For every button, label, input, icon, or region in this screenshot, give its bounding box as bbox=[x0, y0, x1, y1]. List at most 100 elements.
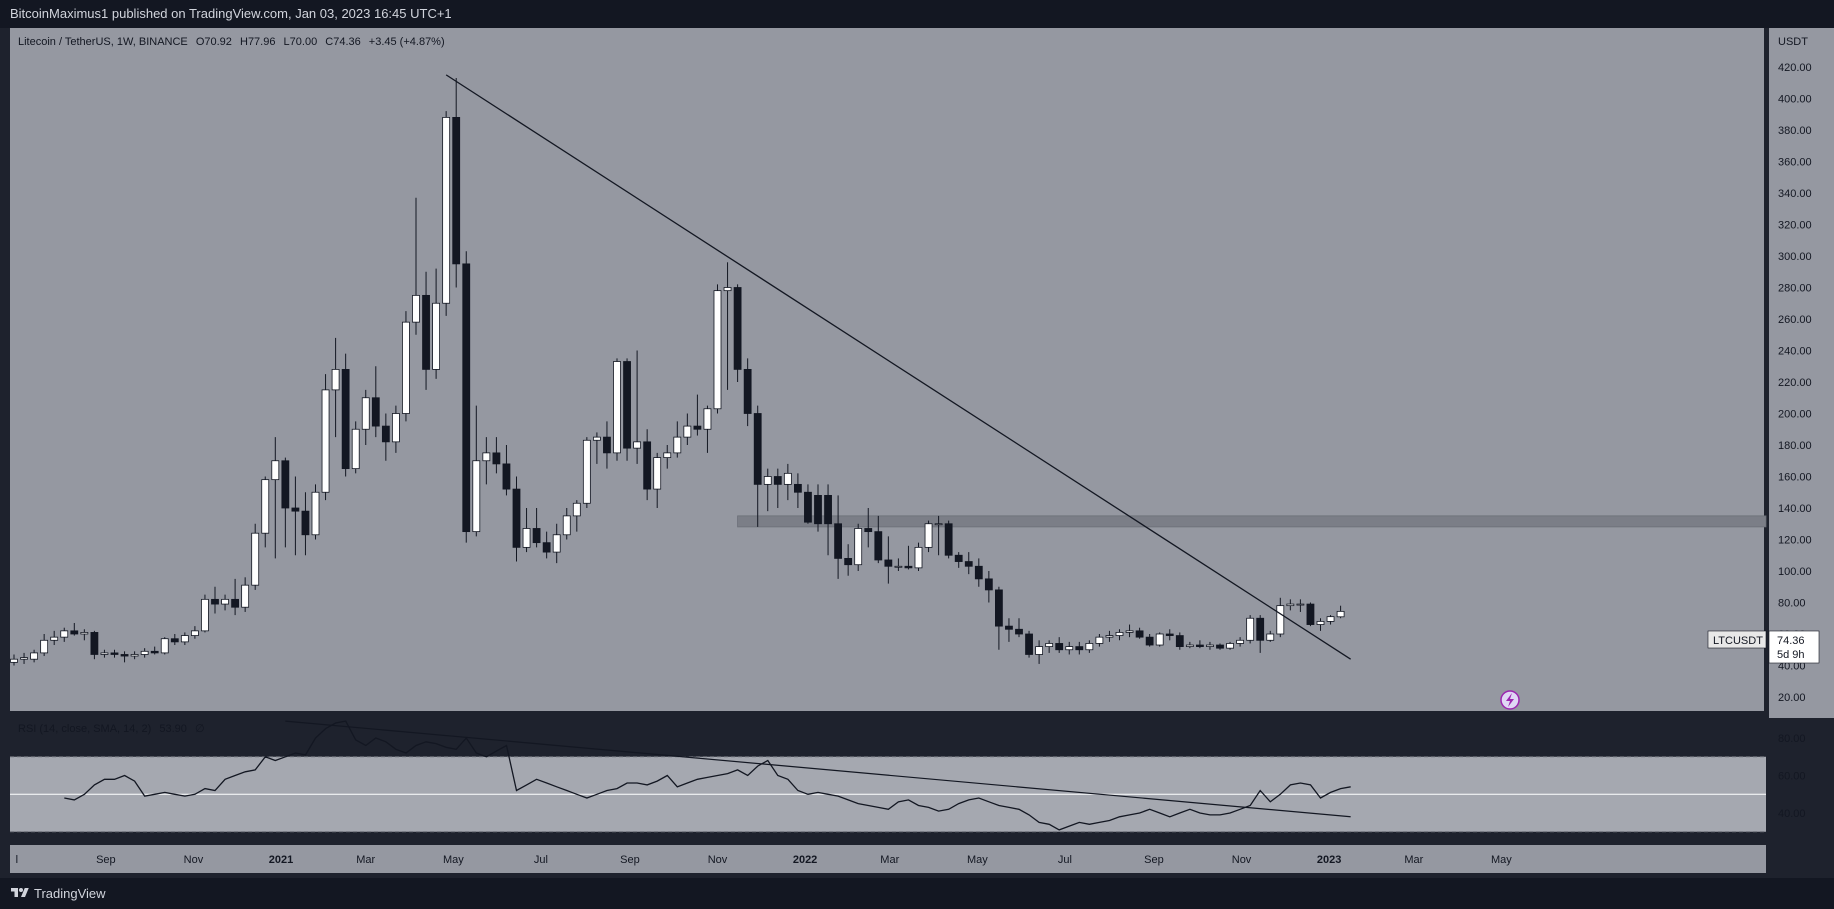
price-axis-bg[interactable] bbox=[1769, 28, 1834, 718]
candle-body-up bbox=[683, 425, 692, 438]
candle-body-up bbox=[130, 654, 139, 657]
candle-body-up bbox=[1226, 643, 1234, 649]
tradingview-logo-icon[interactable] bbox=[10, 886, 30, 900]
candle bbox=[582, 437, 591, 508]
candle bbox=[964, 552, 973, 575]
candle-body-up bbox=[442, 117, 451, 304]
candle-body-up bbox=[914, 546, 923, 569]
price-trendline[interactable] bbox=[445, 74, 1352, 660]
candle bbox=[1085, 640, 1094, 653]
rsi-trendline[interactable] bbox=[285, 720, 1351, 818]
candle-body-down bbox=[371, 397, 380, 427]
time-tick-label: Nov bbox=[708, 854, 728, 866]
rsi-value: 53.90 bbox=[159, 723, 187, 735]
candle-body-up bbox=[391, 413, 400, 443]
footer-brand[interactable]: TradingView bbox=[34, 886, 106, 901]
candle bbox=[532, 508, 541, 548]
candle-body-down bbox=[70, 630, 79, 635]
candle-body-up bbox=[1246, 617, 1255, 641]
candle bbox=[1155, 632, 1164, 647]
candle bbox=[170, 634, 179, 646]
resistance-zone[interactable] bbox=[737, 515, 1767, 528]
candle bbox=[1135, 627, 1144, 639]
candle bbox=[120, 651, 129, 663]
candle bbox=[693, 394, 702, 436]
price-tick-label: 360.00 bbox=[1778, 157, 1812, 169]
candle-body-up bbox=[1276, 605, 1285, 635]
publish-header: BitcoinMaximus1 published on TradingView… bbox=[0, 0, 1834, 28]
candle bbox=[1105, 630, 1114, 642]
candle bbox=[1115, 629, 1124, 641]
price-axis-unit: USDT bbox=[1778, 36, 1808, 48]
time-tick-label: l bbox=[16, 854, 18, 866]
candle-body-up bbox=[593, 436, 601, 441]
rsi-layer bbox=[10, 720, 1766, 833]
candle-body-up bbox=[934, 523, 943, 526]
candle bbox=[1276, 597, 1285, 638]
publish-info: BitcoinMaximus1 published on TradingView… bbox=[10, 6, 452, 21]
candle-body-down bbox=[231, 598, 240, 608]
candle bbox=[834, 495, 842, 579]
price-axis-ticks: 20.0040.0060.0080.00100.00120.00140.0016… bbox=[1778, 62, 1812, 704]
candle bbox=[984, 571, 993, 603]
candle-body-up bbox=[1206, 644, 1214, 648]
time-tick-label: May bbox=[443, 854, 464, 866]
candle bbox=[1326, 615, 1335, 625]
candle-body-down bbox=[1306, 603, 1315, 625]
candle bbox=[1175, 632, 1184, 650]
candle bbox=[190, 626, 199, 639]
candle-body-down bbox=[773, 476, 782, 485]
trendline-layer[interactable] bbox=[445, 74, 1352, 660]
candle bbox=[251, 523, 260, 590]
candle bbox=[542, 531, 551, 559]
candle-body-up bbox=[60, 630, 69, 638]
candle-body-down bbox=[1216, 644, 1224, 649]
candle bbox=[391, 405, 400, 453]
candle-body-up bbox=[241, 584, 250, 608]
candle-body-up bbox=[10, 658, 18, 663]
candle-body-up bbox=[1266, 633, 1275, 641]
candle bbox=[773, 468, 782, 508]
candle-body-down bbox=[884, 559, 893, 567]
candle bbox=[10, 654, 18, 666]
candle-body-up bbox=[562, 515, 571, 536]
legend-l-value: 70.00 bbox=[290, 36, 318, 48]
chart-area[interactable]: 20.00 40.00 60.00 80.00 100.00 120.00 140.00 16… bbox=[0, 28, 1834, 878]
legend-h-label: H bbox=[240, 36, 248, 48]
candle-body-up bbox=[40, 639, 49, 654]
candle-body-up bbox=[763, 476, 772, 485]
candle bbox=[944, 520, 953, 559]
time-axis-bg[interactable] bbox=[10, 845, 1766, 873]
candle-body-up bbox=[160, 638, 169, 654]
candle bbox=[562, 508, 571, 540]
candle-body-up bbox=[261, 479, 270, 534]
candle-body-up bbox=[80, 632, 89, 635]
candle bbox=[613, 358, 621, 461]
candle-body-down bbox=[281, 460, 290, 509]
time-tick-label: Nov bbox=[1232, 854, 1252, 866]
candle-body-up bbox=[1286, 603, 1295, 607]
candle-body-up bbox=[20, 657, 28, 660]
candle-body-down bbox=[1175, 635, 1184, 648]
candle bbox=[482, 437, 491, 485]
candle bbox=[1065, 641, 1074, 655]
candle-body-up bbox=[1236, 639, 1244, 644]
candle bbox=[804, 484, 812, 524]
candle bbox=[271, 437, 280, 559]
candle bbox=[140, 648, 149, 658]
main-plot-bg[interactable] bbox=[10, 28, 1764, 711]
candle bbox=[492, 437, 501, 474]
rsi-tick-label: 40.00 bbox=[1778, 808, 1806, 820]
time-tick-label: Sep bbox=[96, 854, 116, 866]
candle-body-up bbox=[1155, 633, 1164, 646]
candle bbox=[502, 445, 511, 496]
candle bbox=[291, 476, 300, 556]
candle bbox=[231, 578, 240, 616]
candle bbox=[954, 552, 963, 568]
price-tick-label: 120.00 bbox=[1778, 535, 1812, 547]
lightning-icon[interactable] bbox=[1500, 690, 1520, 710]
time-tick-label: Mar bbox=[1404, 854, 1423, 866]
candle bbox=[301, 492, 310, 556]
candle-body-up bbox=[30, 652, 39, 660]
candle-body-up bbox=[613, 361, 621, 454]
